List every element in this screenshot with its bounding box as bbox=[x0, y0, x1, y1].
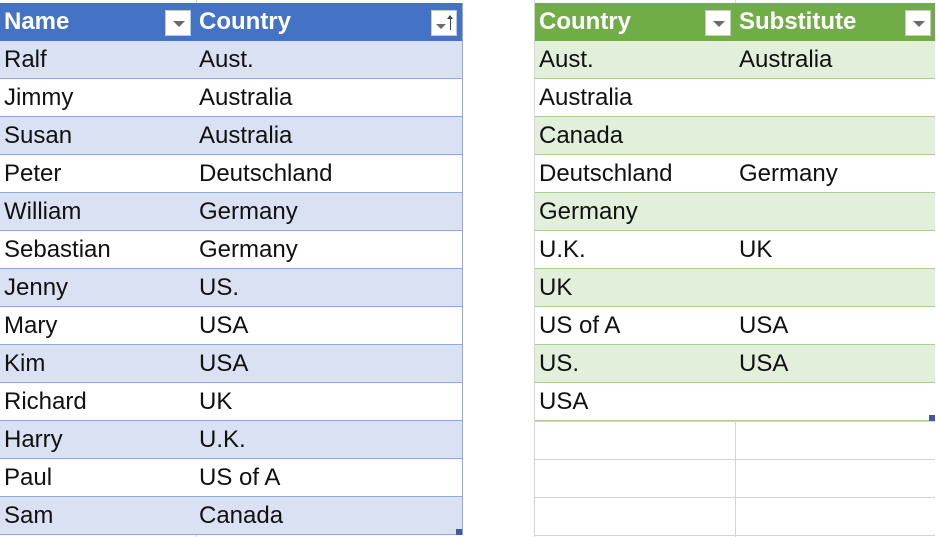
table-cell[interactable]: UK bbox=[539, 274, 573, 301]
table-row: Paul US of A bbox=[0, 459, 462, 497]
filter-dropdown-icon[interactable] bbox=[705, 10, 731, 36]
header-country-label: Country bbox=[199, 8, 291, 35]
table-row: Mary USA bbox=[0, 307, 462, 345]
table-row: U.K. UK bbox=[535, 231, 935, 269]
table-cell[interactable]: Germany bbox=[199, 198, 298, 225]
table-row: Germany bbox=[535, 193, 935, 231]
table-cell[interactable]: Mary bbox=[4, 312, 58, 339]
table-cell[interactable]: UK bbox=[739, 236, 773, 263]
table-cell[interactable]: USA bbox=[739, 312, 789, 339]
table-row: Sam Canada bbox=[0, 497, 462, 535]
table-cell[interactable]: Ralf bbox=[4, 46, 47, 73]
table-row: USA bbox=[535, 383, 935, 421]
header-country[interactable]: Country bbox=[195, 3, 461, 41]
table-row: Susan Australia bbox=[0, 117, 462, 155]
substitutes-table-header: Country Substitute bbox=[535, 3, 935, 41]
table-cell[interactable]: Richard bbox=[4, 388, 87, 415]
table-cell[interactable]: Australia bbox=[199, 84, 293, 111]
table-cell[interactable]: William bbox=[4, 198, 82, 225]
table-cell[interactable]: Sebastian bbox=[4, 236, 111, 263]
table-cell[interactable]: Canada bbox=[539, 122, 624, 149]
table-cell[interactable]: Harry bbox=[4, 426, 63, 453]
table-row: Ralf Aust. bbox=[0, 41, 462, 79]
table-row: Jimmy Australia bbox=[0, 79, 462, 117]
table-cell[interactable]: Deutschland bbox=[199, 160, 333, 187]
table-row: Australia bbox=[535, 79, 935, 117]
table-cell[interactable] bbox=[735, 79, 935, 117]
table-cell[interactable]: Germany bbox=[199, 236, 298, 263]
table-row: UK bbox=[535, 269, 935, 307]
gridline-row bbox=[535, 459, 935, 460]
header-country-label: Country bbox=[539, 8, 631, 35]
filter-dropdown-icon[interactable] bbox=[905, 10, 931, 36]
substitutes-table: Country Substitute Aust. Australia Austral… bbox=[535, 3, 935, 421]
table-cell[interactable]: Germany bbox=[539, 198, 638, 225]
table-row: William Germany bbox=[0, 193, 462, 231]
table-cell[interactable]: UK bbox=[199, 388, 233, 415]
table-cell[interactable]: U.K. bbox=[539, 236, 586, 263]
table-cell[interactable]: USA bbox=[739, 350, 789, 377]
gridline-row bbox=[535, 497, 935, 498]
table-cell[interactable] bbox=[735, 193, 935, 231]
table-cell[interactable]: USA bbox=[199, 312, 249, 339]
table-cell[interactable]: Australia bbox=[199, 122, 293, 149]
table-cell[interactable]: Aust. bbox=[539, 46, 594, 73]
table-cell[interactable]: US. bbox=[539, 350, 580, 377]
table-cell[interactable]: Aust. bbox=[199, 46, 254, 73]
table-resize-handle[interactable] bbox=[456, 529, 462, 535]
table-row: US of A USA bbox=[535, 307, 935, 345]
table-cell[interactable]: USA bbox=[199, 350, 249, 377]
gridline-row bbox=[535, 421, 935, 422]
table-cell[interactable]: US. bbox=[199, 274, 240, 301]
header-substitute-label: Substitute bbox=[739, 8, 857, 35]
header-name-label: Name bbox=[4, 8, 70, 35]
table-cell[interactable]: US of A bbox=[199, 464, 281, 491]
table-row: Peter Deutschland bbox=[0, 155, 462, 193]
gridline-col-2 bbox=[534, 0, 535, 537]
table-cell[interactable] bbox=[735, 269, 935, 307]
table-cell[interactable]: Jenny bbox=[4, 274, 69, 301]
table-cell[interactable]: U.K. bbox=[199, 426, 246, 453]
table-row: Harry U.K. bbox=[0, 421, 462, 459]
table-cell[interactable] bbox=[735, 117, 935, 155]
table-cell[interactable]: Kim bbox=[4, 350, 46, 377]
names-table-header: Name Country bbox=[0, 3, 462, 41]
table-cell[interactable]: US of A bbox=[539, 312, 621, 339]
header-substitute[interactable]: Substitute bbox=[735, 3, 935, 41]
table-row: Sebastian Germany bbox=[0, 231, 462, 269]
table-row: Richard UK bbox=[0, 383, 462, 421]
table-cell[interactable]: Deutschland bbox=[539, 160, 673, 187]
table-row: Canada bbox=[535, 117, 935, 155]
table-cell[interactable]: Canada bbox=[199, 502, 284, 529]
table-cell[interactable]: USA bbox=[539, 388, 589, 415]
table-cell[interactable]: Jimmy bbox=[4, 84, 74, 111]
header-country[interactable]: Country bbox=[535, 3, 735, 41]
table-row: Deutschland Germany bbox=[535, 155, 935, 193]
header-name[interactable]: Name bbox=[0, 3, 195, 41]
filter-dropdown-icon[interactable] bbox=[165, 10, 191, 36]
table-row: Aust. Australia bbox=[535, 41, 935, 79]
table-cell[interactable]: Australia bbox=[539, 84, 633, 111]
table-cell[interactable]: Peter bbox=[4, 160, 62, 187]
table-row: Jenny US. bbox=[0, 269, 462, 307]
table-cell[interactable]: Germany bbox=[739, 160, 838, 187]
sort-ascending-icon[interactable] bbox=[431, 10, 457, 36]
names-table: Name Country Ralf Aust. Jimmy Australia Susa… bbox=[0, 3, 463, 535]
table-cell[interactable]: Sam bbox=[4, 502, 54, 529]
table-cell[interactable] bbox=[735, 383, 935, 421]
table-cell[interactable]: Paul bbox=[4, 464, 53, 491]
table-cell[interactable]: Susan bbox=[4, 122, 73, 149]
table-row: Kim USA bbox=[0, 345, 462, 383]
table-resize-handle[interactable] bbox=[929, 415, 935, 421]
gridline-row bbox=[535, 535, 935, 536]
table-row: US. USA bbox=[535, 345, 935, 383]
table-cell[interactable]: Australia bbox=[739, 46, 833, 73]
